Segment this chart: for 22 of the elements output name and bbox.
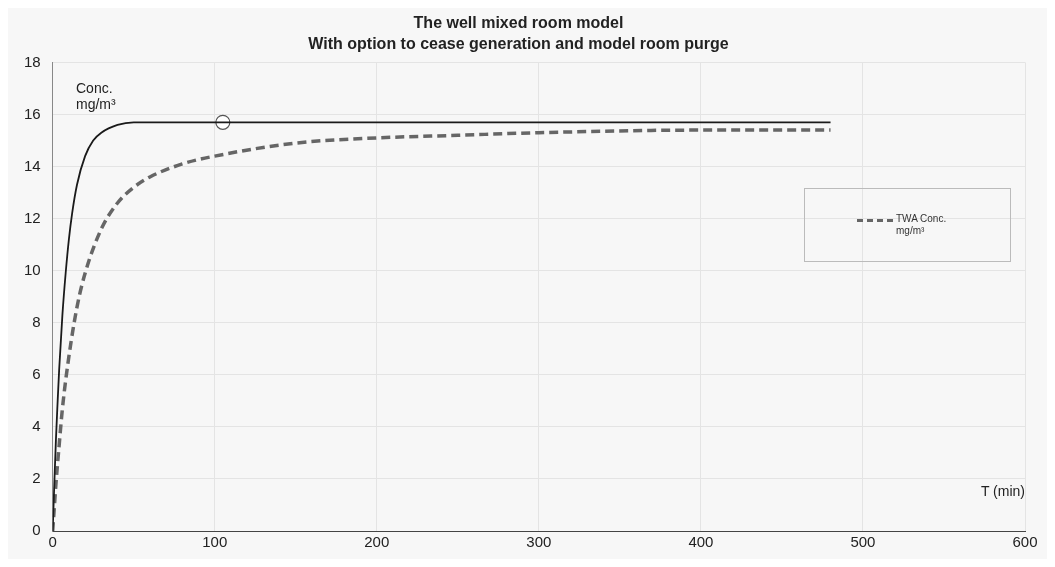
y-tick-label: 2 [32,469,41,487]
x-tick-label: 300 [526,533,552,551]
x-tick-label: 600 [1012,533,1038,551]
y-tick-label: 0 [32,521,41,539]
x-tick-label: 100 [202,533,228,551]
chart-title: The well mixed room model [413,14,624,32]
x-tick-label: 400 [688,533,714,551]
y-tick-label: 6 [32,364,41,382]
y-tick-label: 8 [32,312,41,330]
x-tick-label: 200 [364,533,390,551]
x-tick-label: 500 [850,533,876,551]
y-tick-label: 18 [24,52,41,70]
y-axis-title: Conc. mg/m³ [76,80,117,112]
x-tick-label: 0 [48,533,57,551]
y-tick-label: 10 [24,260,41,278]
chart-subtitle: With option to cease generation and model room purge [308,35,729,53]
y-tick-label: 4 [32,417,41,435]
legend-label: TWA Conc. mg/m³ [896,213,948,237]
y-tick-label: 14 [24,156,41,174]
y-tick-label: 12 [24,208,41,226]
x-axis-title: T (min) [980,483,1025,499]
y-tick-label: 16 [24,104,41,122]
